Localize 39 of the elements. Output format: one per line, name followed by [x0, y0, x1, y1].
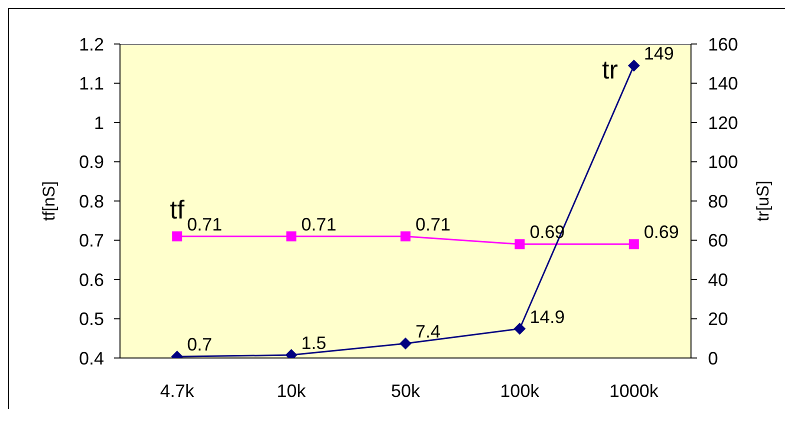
point	[514, 322, 526, 335]
data-label: 0.71	[187, 214, 222, 234]
data-label: 0.71	[416, 214, 451, 234]
y-axis-title: tf[nS]	[40, 181, 58, 221]
x-tick-label: 100k	[500, 380, 540, 401]
data-label: 0.7	[187, 334, 212, 355]
y2-tick-label: 60	[708, 230, 728, 251]
y-tick-label: 1.1	[78, 74, 104, 94]
y-tick-label: 0.6	[78, 270, 104, 290]
data-label: 0.69	[644, 222, 679, 242]
data-label: 7.4	[416, 321, 441, 342]
y-tick-label: 1	[94, 112, 104, 133]
y2-tick-label: 80	[708, 191, 728, 212]
data-label: 14.9	[530, 306, 565, 327]
y-tick-label: 0.9	[78, 152, 104, 172]
x-tick-label: 10k	[276, 380, 307, 401]
point	[400, 337, 412, 350]
y2-tick-label: 100	[708, 152, 738, 172]
data-label: 1.5	[301, 333, 326, 354]
data-label: 149	[644, 44, 674, 64]
x-tick-label: 4.7k	[160, 380, 196, 401]
y-tick-label: 0.5	[78, 309, 104, 330]
y-tick-label: 1.2	[78, 34, 104, 54]
y2-tick-label: 140	[708, 74, 738, 94]
y2-tick-label: 40	[708, 270, 728, 290]
data-label: 0.71	[301, 214, 336, 234]
y-tick-label: 0.7	[78, 230, 104, 251]
series-label: tf	[170, 194, 186, 224]
series-label: tr	[602, 54, 618, 85]
point	[628, 60, 640, 72]
x-tick-label: 1000k	[609, 380, 660, 401]
y2-tick-label: 0	[708, 348, 718, 368]
y2-tick-label: 120	[708, 112, 738, 133]
y2-axis-title: tr[uS]	[754, 180, 772, 222]
x-tick-label: 50k	[390, 380, 422, 401]
y-tick-label: 0.4	[78, 348, 104, 368]
y2-tick-label: 20	[708, 309, 728, 330]
y-tick-label: 0.8	[78, 191, 104, 212]
y2-tick-label: 160	[708, 34, 738, 54]
